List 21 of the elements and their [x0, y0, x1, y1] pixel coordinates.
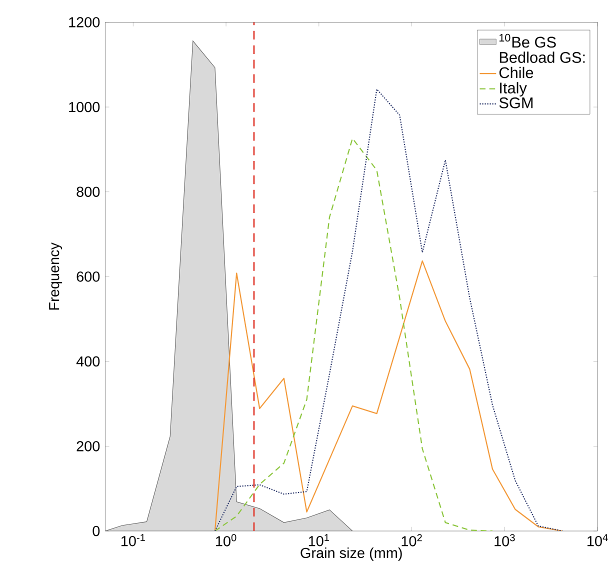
x-tick-label: 10$^{2}$: [402, 534, 422, 546]
x-tick-label: 10$^{3}$: [494, 534, 515, 546]
y-tick-label: 1000: [69, 102, 100, 112]
legend-label: SGM: [499, 98, 533, 108]
x-tick-label: 10$^{-1}$: [121, 534, 145, 546]
y-tick-label: 400: [76, 356, 100, 367]
legend-title: Bedload GS:: [500, 52, 585, 64]
y-tick-label: 200: [76, 441, 100, 452]
legend-label: Chile: [499, 66, 534, 78]
y-axis-title: Frequency: [49, 242, 62, 310]
line-series: [214, 138, 494, 532]
y-tick-label: 800: [76, 186, 100, 198]
x-tick-label: 10$^{4}$: [588, 534, 608, 546]
y-tick-label: 1200: [69, 17, 100, 28]
x-tick-label: 10$^{1}$: [308, 534, 330, 546]
y-tick-label: 0: [92, 526, 100, 536]
legend-label: $^{10}$Be GS: [499, 34, 556, 48]
x-axis-title: Grain size (mm): [300, 548, 402, 562]
y-tick-label: 600: [76, 272, 100, 282]
x-tick-label: 10$^{0}$: [216, 534, 236, 546]
legend-label: Italy: [500, 82, 527, 97]
